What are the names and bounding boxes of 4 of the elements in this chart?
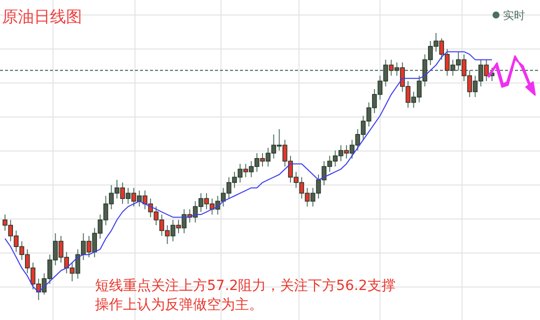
annotation: 短线重点关注上方57.2阻力，关注下方56.2支撑 bbox=[95, 278, 396, 294]
chart-title: 原油日线图 bbox=[2, 7, 82, 26]
annotation: 操作上认为反弹做空为主。 bbox=[95, 297, 263, 313]
text: 实时 bbox=[503, 9, 525, 22]
